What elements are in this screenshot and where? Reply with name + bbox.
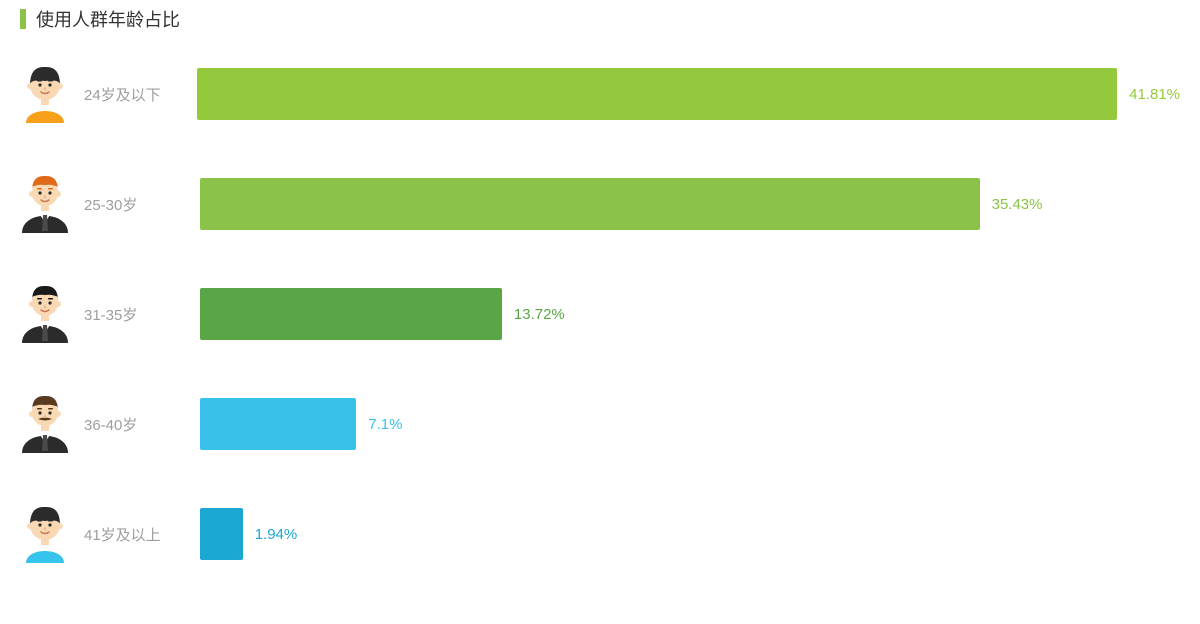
bar <box>200 288 502 340</box>
age-group-label: 36-40岁 <box>70 414 200 435</box>
bar <box>200 178 980 230</box>
age-group-label: 25-30岁 <box>70 194 200 215</box>
age-group-label: 31-35岁 <box>70 304 200 325</box>
person-avatar-icon <box>20 395 70 453</box>
bar-row: 24岁及以下 41.81% <box>20 62 1180 126</box>
bar-value-label: 35.43% <box>992 196 1043 213</box>
bar <box>200 398 356 450</box>
bar-area: 7.1% <box>200 398 1180 450</box>
bar <box>200 508 243 560</box>
person-avatar-icon <box>20 175 70 233</box>
bar-area: 13.72% <box>200 288 1180 340</box>
age-group-label: 24岁及以下 <box>70 84 197 105</box>
bar-value-label: 7.1% <box>368 416 402 433</box>
bar-row: 36-40岁 7.1% <box>20 392 1180 456</box>
bar-area: 35.43% <box>200 178 1180 230</box>
bar-row: 25-30岁 35.43% <box>20 172 1180 236</box>
person-avatar-icon <box>20 285 70 343</box>
title-accent <box>20 9 26 29</box>
person-avatar-icon <box>20 65 70 123</box>
bar-value-label: 41.81% <box>1129 86 1180 103</box>
chart-title-bar: 使用人群年龄占比 <box>20 0 1180 62</box>
chart-title: 使用人群年龄占比 <box>36 6 180 32</box>
bar-area: 41.81% <box>197 68 1180 120</box>
bar-chart: 24岁及以下 41.81% 25-30岁 35.43% 31-35岁 13.72% 36-4… <box>20 62 1180 566</box>
bar <box>197 68 1117 120</box>
bar-row: 31-35岁 13.72% <box>20 282 1180 346</box>
bar-row: 41岁及以上 1.94% <box>20 502 1180 566</box>
bar-value-label: 1.94% <box>255 526 298 543</box>
person-avatar-icon <box>20 505 70 563</box>
bar-value-label: 13.72% <box>514 306 565 323</box>
age-group-label: 41岁及以上 <box>70 524 200 545</box>
bar-area: 1.94% <box>200 508 1180 560</box>
